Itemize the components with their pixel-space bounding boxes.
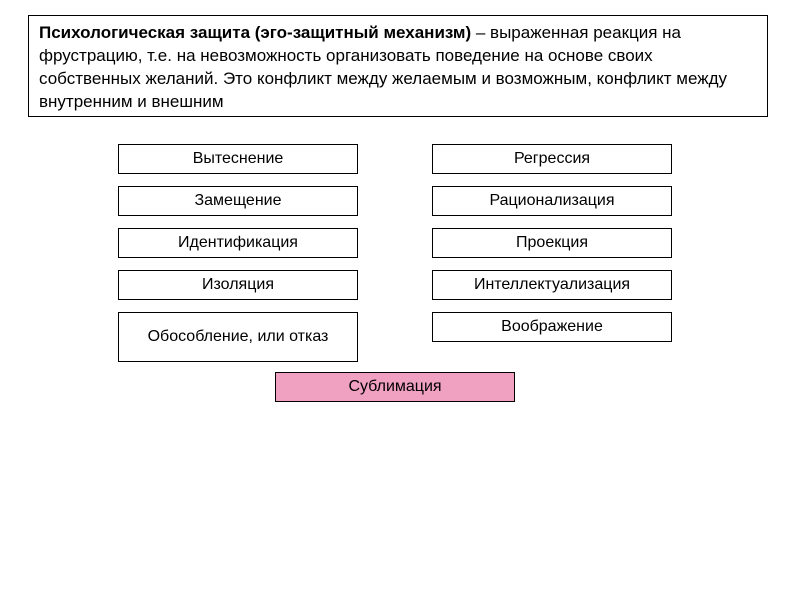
mechanism-izolyatsiya: Изоляция (118, 270, 358, 300)
mechanism-obosoblenie: Обособление, или отказ (118, 312, 358, 362)
mechanism-identifikatsiya: Идентификация (118, 228, 358, 258)
definition-title: Психологическая защита (эго-защитный мех… (39, 23, 471, 42)
diagram-canvas: Психологическая защита (эго-защитный мех… (0, 0, 800, 600)
mechanism-proektsiya: Проекция (432, 228, 672, 258)
mechanism-ratsionalizatsiya: Рационализация (432, 186, 672, 216)
mechanism-zameshchenie: Замещение (118, 186, 358, 216)
mechanism-intellektualizatsiya: Интеллектуализация (432, 270, 672, 300)
mechanism-sublimatsiya: Сублимация (275, 372, 515, 402)
mechanism-vytesnenie: Вытеснение (118, 144, 358, 174)
mechanism-voobrazhenie: Воображение (432, 312, 672, 342)
mechanism-regressiya: Регрессия (432, 144, 672, 174)
definition-box: Психологическая защита (эго-защитный мех… (28, 15, 768, 117)
